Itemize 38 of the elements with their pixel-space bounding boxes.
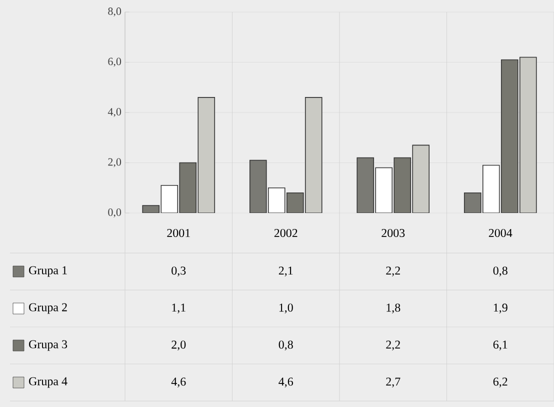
y-tick-label: 8,0 bbox=[108, 8, 122, 17]
x-tick-label: 2004 bbox=[488, 228, 512, 238]
data-label: 2,7 bbox=[386, 378, 400, 388]
y-tick-label: 0,0 bbox=[108, 208, 122, 218]
data-label: 1,0 bbox=[279, 304, 293, 314]
data-label: 2,2 bbox=[386, 340, 400, 350]
legend-label: Grupa 2 bbox=[29, 303, 67, 314]
data-label: 2,2 bbox=[386, 266, 400, 276]
data-label: 0,3 bbox=[172, 266, 186, 276]
data-label: 2,1 bbox=[278, 266, 293, 276]
data-label: 1,8 bbox=[386, 304, 400, 314]
data-label: 1,1 bbox=[172, 304, 186, 314]
data-label: 0,8 bbox=[493, 266, 508, 276]
bar bbox=[412, 144, 430, 214]
bar bbox=[519, 56, 537, 214]
x-tick-label: 2001 bbox=[167, 228, 190, 238]
x-tick-label: 2003 bbox=[382, 228, 405, 238]
bar bbox=[179, 162, 197, 214]
bar bbox=[394, 157, 412, 214]
x-tick-label: 2002 bbox=[274, 228, 298, 238]
legend-label: Grupa 1 bbox=[29, 266, 67, 277]
data-label: 4,6 bbox=[278, 378, 294, 388]
data-label: 4,6 bbox=[171, 378, 186, 388]
bar bbox=[249, 160, 267, 214]
bar bbox=[304, 97, 322, 214]
y-tick-label: 6,0 bbox=[108, 58, 122, 67]
bar bbox=[500, 59, 518, 214]
data-label: 2,0 bbox=[172, 340, 186, 350]
data-label: 6,1 bbox=[493, 340, 508, 350]
bar bbox=[356, 157, 374, 214]
data-label: 1,9 bbox=[494, 304, 508, 314]
data-label: 6,2 bbox=[493, 378, 508, 388]
bar bbox=[198, 97, 216, 214]
y-tick-label: 2,0 bbox=[108, 158, 122, 168]
data-label: 0,8 bbox=[278, 340, 293, 350]
legend-label: Grupa 4 bbox=[29, 377, 68, 388]
legend-label: Grupa 3 bbox=[29, 340, 68, 351]
y-tick-label: 4,0 bbox=[108, 108, 122, 118]
